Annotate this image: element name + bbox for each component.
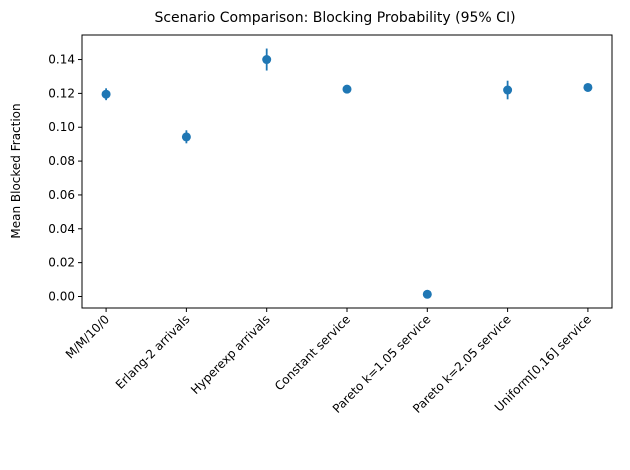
x-tick-label: Hyperexp arrivals <box>188 312 273 397</box>
data-point <box>342 84 352 94</box>
y-tick-label: 0.10 <box>48 120 75 134</box>
x-tick-label: Constant service <box>272 312 353 393</box>
y-tick-label: 0.04 <box>48 222 75 236</box>
chart-title: Scenario Comparison: Blocking Probabilit… <box>154 10 515 26</box>
data-point <box>101 89 111 99</box>
data-point <box>181 132 191 142</box>
y-tick-label: 0.00 <box>48 289 75 303</box>
x-tick-label: Erlang-2 arrivals <box>113 312 193 392</box>
y-axis-label: Mean Blocked Fraction <box>9 103 23 238</box>
y-tick-label: 0.14 <box>48 53 75 67</box>
plot-area <box>81 34 613 309</box>
y-tick-label: 0.08 <box>48 154 75 168</box>
data-point <box>262 55 272 65</box>
x-tick-label: M/M/10/0 <box>63 312 112 361</box>
y-tick-label: 0.06 <box>48 188 75 202</box>
y-axis-ticks: 0.00 0.02 0.04 0.06 0.08 0.10 0.12 0.14 <box>48 53 82 303</box>
data-point <box>583 82 593 92</box>
data-point <box>503 85 513 95</box>
data-point <box>422 289 432 299</box>
data-series <box>101 48 593 299</box>
y-tick-label: 0.12 <box>48 86 75 100</box>
y-tick-label: 0.02 <box>48 256 75 270</box>
